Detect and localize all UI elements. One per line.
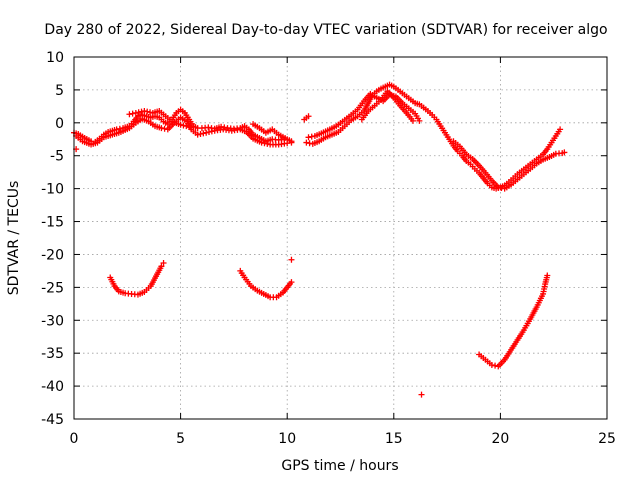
x-tick-label: 15 — [385, 431, 403, 447]
data-point-marker — [160, 260, 167, 267]
data-point-marker — [308, 133, 315, 140]
data-point-marker — [186, 123, 193, 130]
data-point-marker — [492, 362, 499, 369]
data-point-marker — [200, 130, 207, 137]
data-point-marker — [261, 140, 268, 147]
data-point-marker — [116, 125, 123, 132]
data-point-marker — [416, 117, 423, 124]
data-point-marker — [288, 139, 295, 146]
data-point-marker — [409, 117, 416, 124]
data-point-marker — [557, 126, 564, 133]
data-point-marker — [144, 108, 151, 115]
data-point-marker — [138, 108, 145, 115]
grid-lines — [74, 57, 607, 419]
data-point-marker — [158, 125, 165, 132]
data-point-marker — [183, 123, 190, 130]
y-tick-label: -45 — [41, 412, 64, 428]
chart-title: Day 280 of 2022, Sidereal Day-to-day VTE… — [44, 22, 607, 38]
data-point-marker — [208, 128, 215, 135]
y-tick-label: -25 — [41, 280, 64, 296]
data-point-marker — [126, 111, 133, 118]
data-point-marker — [203, 129, 210, 136]
y-tick-label: -30 — [41, 313, 64, 329]
data-point-marker — [135, 109, 142, 116]
data-point-marker — [132, 109, 139, 116]
data-points — [71, 81, 568, 398]
data-point-marker — [418, 391, 425, 398]
x-tick-label: 10 — [278, 431, 296, 447]
data-point-marker — [194, 131, 201, 138]
data-point-marker — [498, 184, 505, 191]
data-point-marker — [544, 272, 551, 279]
data-point-marker — [305, 134, 312, 141]
data-point-marker — [306, 140, 313, 147]
x-tick-label: 25 — [598, 431, 616, 447]
data-point-marker — [305, 113, 312, 120]
data-point-marker — [141, 107, 148, 114]
data-point-marker — [282, 134, 289, 141]
data-point-marker — [488, 362, 495, 369]
axis-ticks — [73, 56, 608, 420]
y-tick-label: -5 — [50, 149, 64, 165]
x-tick-label: 20 — [491, 431, 509, 447]
data-point-marker — [197, 131, 204, 138]
data-point-marker — [264, 140, 271, 147]
y-tick-label: 5 — [55, 83, 64, 99]
y-axis-label: SDTVAR / TECUs — [6, 181, 22, 296]
data-point-marker — [180, 122, 187, 129]
y-tick-label: 10 — [46, 50, 64, 66]
data-point-marker — [288, 279, 295, 286]
tick-labels: 0 5 10 15 20 25 10 5 0 -5 -10 -15 -20 -25 -30 -35 -40 -45 — [41, 50, 616, 447]
data-point-marker — [284, 140, 291, 147]
data-point-marker — [303, 139, 310, 146]
y-tick-label: -35 — [41, 346, 64, 362]
x-tick-label: 0 — [70, 431, 79, 447]
data-point-marker — [177, 121, 184, 128]
data-point-marker — [258, 139, 265, 146]
y-tick-label: -40 — [41, 379, 64, 395]
data-point-marker — [561, 149, 568, 156]
data-point-marker — [158, 263, 165, 270]
data-point-marker — [161, 125, 168, 132]
y-tick-label: -10 — [41, 182, 64, 198]
y-tick-label: 0 — [55, 116, 64, 132]
data-point-marker — [288, 256, 295, 263]
y-tick-label: -15 — [41, 215, 64, 231]
y-tick-label: -20 — [41, 247, 64, 263]
data-point-marker — [495, 184, 502, 191]
plot-frame — [73, 56, 608, 420]
data-point-marker — [205, 124, 212, 131]
data-point-marker — [206, 129, 213, 136]
data-point-marker — [129, 110, 136, 117]
x-axis-label: GPS time / hours — [281, 458, 398, 474]
x-tick-label: 5 — [176, 431, 185, 447]
